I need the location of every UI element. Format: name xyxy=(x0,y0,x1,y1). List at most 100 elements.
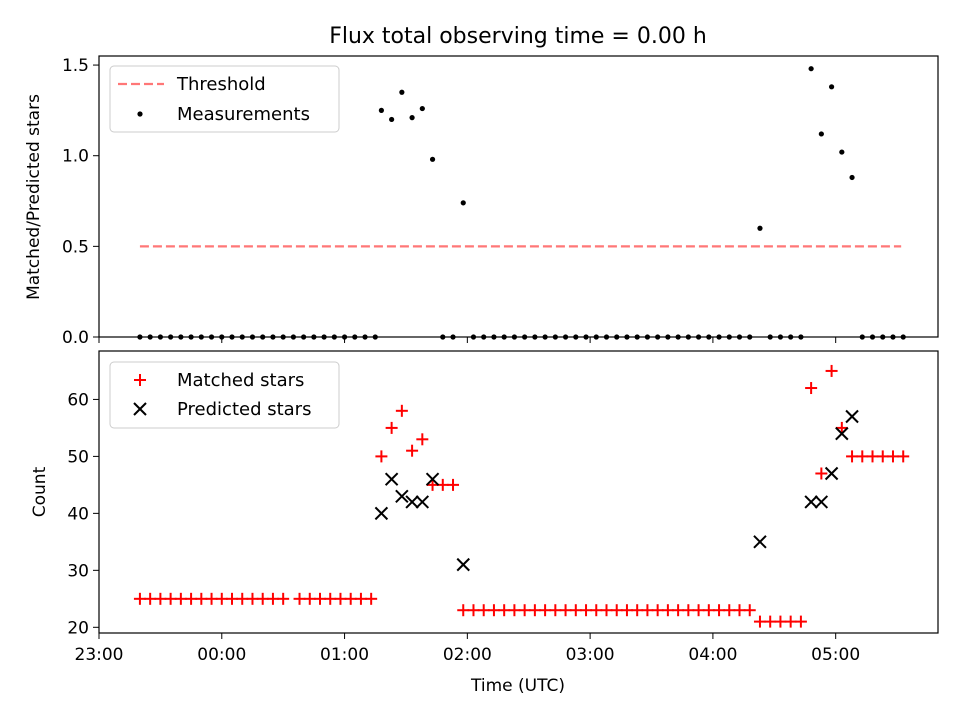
measurements-legend-marker xyxy=(137,111,143,117)
measurement-point xyxy=(757,225,763,231)
matched-star-point xyxy=(528,604,541,617)
matched-star-point xyxy=(713,604,726,617)
matched-star-point xyxy=(303,592,316,605)
ratio-panel: 0.0 0.5 1.0 1.5 Matched/Predicted stars Thr… xyxy=(24,55,939,348)
measurement-point xyxy=(839,149,845,155)
matched-star-point xyxy=(569,604,582,617)
matched-star-point xyxy=(835,421,848,434)
predicted-star-point xyxy=(753,535,767,549)
matched-star-point xyxy=(897,450,910,463)
measurements-legend-label: Measurements xyxy=(177,104,310,125)
measurement-point xyxy=(399,89,405,95)
matched-star-point xyxy=(375,450,388,463)
matched-star-point xyxy=(205,592,218,605)
matched-star-point xyxy=(344,592,357,605)
matched-star-point xyxy=(195,592,208,605)
matched-star-point xyxy=(886,450,899,463)
matched-star-point xyxy=(416,433,429,446)
matched-star-point xyxy=(164,592,177,605)
matched-star-point xyxy=(539,604,552,617)
predicted-star-point xyxy=(845,409,859,424)
count-y-tick-label: 20 xyxy=(67,618,89,638)
predicted-star-point xyxy=(456,557,470,572)
matched-star-point xyxy=(774,615,787,628)
matched-star-point xyxy=(856,450,869,463)
count-x-tick-label: 00:00 xyxy=(197,645,246,665)
matched-star-point xyxy=(794,615,807,628)
measurement-point xyxy=(849,174,855,181)
matched-star-point xyxy=(590,604,603,617)
count-x-tick-label: 05:00 xyxy=(811,645,860,665)
matched-star-point xyxy=(226,592,239,605)
matched-star-point xyxy=(651,604,664,617)
count-y-tick-label: 30 xyxy=(67,561,89,581)
count-x-label: Time (UTC) xyxy=(470,676,565,696)
matched-star-point xyxy=(385,421,398,434)
measurement-point xyxy=(808,66,814,72)
predicted-star-point xyxy=(425,472,440,486)
count-x-axis: 23:00 00:00 01:00 02:00 03:00 04:00 05:00 xyxy=(75,633,860,665)
predicted-star-point xyxy=(814,495,829,509)
matched-star-point xyxy=(549,604,562,617)
matched-star-point xyxy=(692,604,705,617)
count-legend: Matched stars Predicted stars xyxy=(109,361,340,429)
matched-legend-marker xyxy=(134,374,146,386)
ratio-y-axis: 0.0 0.5 1.0 1.5 xyxy=(62,56,99,348)
figure-title: Flux total observing time = 0.00 h xyxy=(329,24,707,49)
measurement-point xyxy=(828,84,835,90)
ratio-legend-box xyxy=(109,65,340,133)
ratio-axes-frame xyxy=(98,55,939,338)
matched-legend-label: Matched stars xyxy=(177,370,304,391)
ratio-y-tick-label: 1.0 xyxy=(62,147,89,167)
matched-star-point xyxy=(631,604,644,617)
predicted-legend-marker xyxy=(133,402,147,416)
matched-star-point xyxy=(314,592,327,605)
matched-star-point xyxy=(236,592,249,605)
count-marks xyxy=(133,364,910,628)
matched-star-point xyxy=(426,478,439,491)
matched-star-point xyxy=(133,592,146,605)
matched-star-point xyxy=(661,604,674,617)
ratio-legend: Threshold Measurements xyxy=(109,65,340,133)
matched-star-point xyxy=(365,592,378,605)
matched-star-point xyxy=(144,592,157,605)
measurement-point xyxy=(818,131,824,137)
count-x-tick-label: 04:00 xyxy=(688,645,737,665)
predicted-star-point xyxy=(804,495,818,509)
matched-star-point xyxy=(815,467,828,480)
count-x-tick-label: 23:00 xyxy=(75,645,124,665)
matched-star-point xyxy=(467,604,480,617)
ratio-y-tick-label: 0.0 xyxy=(62,328,89,348)
matched-star-point xyxy=(753,615,766,628)
matched-star-point xyxy=(825,364,838,377)
matched-star-point xyxy=(805,382,818,395)
ratio-y-tick-label: 1.5 xyxy=(62,56,89,76)
matched-star-point xyxy=(334,592,347,605)
measurement-point xyxy=(460,200,466,206)
count-y-label: Count xyxy=(30,466,50,517)
predicted-star-point xyxy=(824,466,839,481)
matched-star-point xyxy=(457,604,470,617)
predicted-legend-label: Predicted stars xyxy=(177,399,311,420)
matched-star-point xyxy=(293,592,306,605)
matched-star-point xyxy=(174,592,187,605)
ratio-y-tick-label: 0.5 xyxy=(62,237,89,257)
matched-star-point xyxy=(447,478,460,491)
matched-star-point xyxy=(215,592,228,605)
count-y-tick-label: 60 xyxy=(67,390,89,410)
matched-star-point xyxy=(406,444,419,457)
matched-star-point xyxy=(508,604,521,617)
predicted-star-point xyxy=(405,495,419,509)
matched-star-point xyxy=(682,604,695,617)
measurement-point xyxy=(378,107,384,113)
count-x-tick-label: 01:00 xyxy=(320,645,369,665)
predicted-star-point xyxy=(374,506,389,521)
matched-star-point xyxy=(498,604,511,617)
threshold-legend-label: Threshold xyxy=(176,74,266,95)
predicted-star-point xyxy=(415,495,430,509)
count-panel: 20 30 40 50 60 23:00 00:00 01:00 02:00 03:00 04:0… xyxy=(30,350,939,696)
matched-star-point xyxy=(784,615,797,628)
matched-star-point xyxy=(641,604,654,617)
measurement-point xyxy=(429,156,436,162)
